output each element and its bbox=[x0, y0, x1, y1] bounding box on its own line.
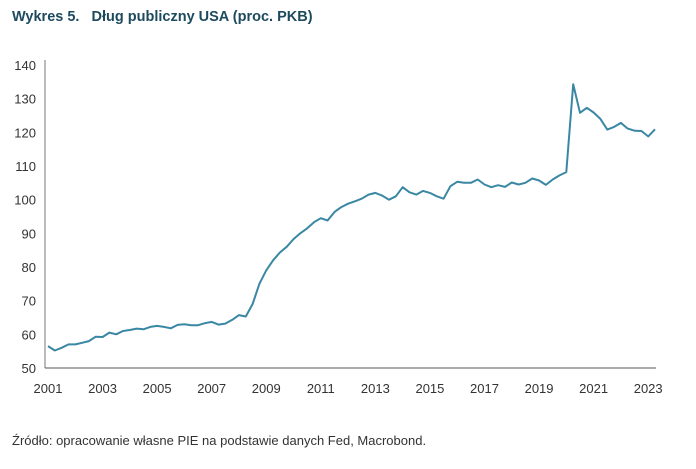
x-tick-label: 2007 bbox=[197, 381, 226, 396]
y-tick-label: 70 bbox=[22, 294, 36, 309]
x-tick-label: 2013 bbox=[361, 381, 390, 396]
y-tick-label: 140 bbox=[14, 58, 36, 73]
y-tick-label: 100 bbox=[14, 193, 36, 208]
x-tick-label: 2001 bbox=[34, 381, 63, 396]
series-line bbox=[47, 83, 656, 352]
chart-title: Wykres 5. Dług publiczny USA (proc. PKB) bbox=[12, 9, 313, 25]
y-tick-label: 60 bbox=[22, 327, 36, 342]
y-tick-label: 120 bbox=[14, 125, 36, 140]
x-tick-label: 2023 bbox=[634, 381, 663, 396]
x-tick-label: 2021 bbox=[579, 381, 608, 396]
x-tick-label: 2019 bbox=[525, 381, 554, 396]
x-tick-label: 2005 bbox=[143, 381, 172, 396]
x-tick-label: 2015 bbox=[415, 381, 444, 396]
y-tick-label: 80 bbox=[22, 260, 36, 275]
x-tick-label: 2011 bbox=[307, 381, 335, 396]
y-tick-label: 110 bbox=[15, 159, 36, 174]
x-tick-label: 2009 bbox=[252, 381, 281, 396]
x-tick-label: 2003 bbox=[88, 381, 117, 396]
line-chart: 50 60 70 80 90 100 110 120 130 140 2001 2003 2005 200… bbox=[14, 58, 663, 396]
x-tick-label: 2017 bbox=[470, 381, 499, 396]
y-tick-label: 90 bbox=[22, 226, 36, 241]
source-note: Źródło: opracowanie własne PIE na podsta… bbox=[12, 433, 427, 448]
y-tick-label: 50 bbox=[22, 361, 36, 376]
y-tick-label: 130 bbox=[14, 92, 36, 107]
